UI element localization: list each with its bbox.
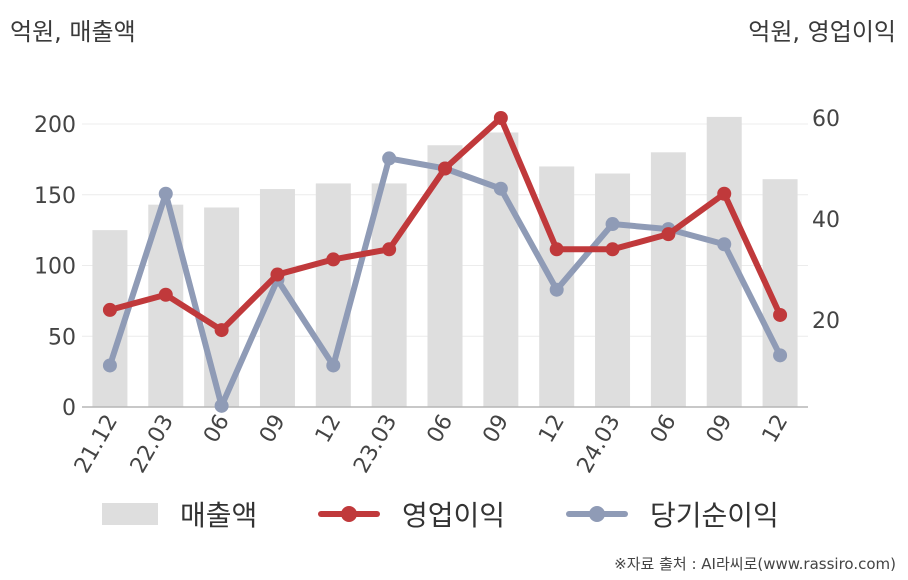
point-operating-profit [270,267,285,282]
right-axis-unit: 억원, 영업이익 [748,18,896,46]
point-net-income [605,217,620,232]
x-tick-label: 12 [758,411,794,448]
point-operating-profit [661,227,676,242]
legend-swatch-net-income [566,503,628,525]
x-tick-label: 06 [423,411,459,448]
bar-revenue [92,230,128,407]
legend-item-operating-profit: 영업이익 [318,494,505,534]
y-right-tick-label: 60 [812,107,840,132]
point-net-income [102,358,117,373]
y-left-tick-label: 200 [34,113,76,138]
bar-revenue [650,152,686,407]
x-tick-label: 23.03 [349,411,402,478]
legend-label-operating-profit: 영업이익 [402,499,506,532]
x-tick-label: 09 [255,411,291,448]
point-net-income [549,282,564,297]
bar-revenue [483,132,519,408]
point-net-income [214,398,229,413]
point-net-income [326,358,341,373]
legend-swatch-operating-profit [318,503,380,525]
left-axis-unit: 억원, 매출액 [10,18,136,46]
x-tick-label: 06 [199,411,235,448]
point-operating-profit [549,242,564,257]
point-operating-profit [493,111,508,125]
bar-revenue [595,173,631,407]
legend-label-net-income: 당기순이익 [650,499,779,532]
legend-item-net-income: 당기순이익 [566,494,779,534]
source-note: ※자료 출처 : AI라씨로(www.rassiro.com) [614,555,896,573]
y-right-tick-label: 40 [812,208,840,233]
point-operating-profit [382,242,397,257]
point-operating-profit [773,307,788,322]
y-right-tick-label: 20 [812,309,840,334]
point-net-income [773,348,788,363]
point-operating-profit [438,161,452,176]
bar-revenue [315,183,351,407]
point-net-income [493,181,508,196]
y-left-tick-label: 0 [62,396,76,421]
point-net-income [717,237,732,252]
legend-swatch-revenue [102,503,158,525]
point-operating-profit [158,287,173,302]
point-operating-profit [605,242,620,257]
legend: 매출액 영업이익 당기순이익 [0,494,908,534]
x-tick-label: 12 [311,411,347,448]
legend-item-revenue: 매출액 [102,494,257,534]
x-tick-label: 06 [646,411,682,448]
point-operating-profit [326,252,341,267]
x-tick-label: 09 [702,411,738,448]
x-tick-label: 24.03 [573,411,626,478]
y-left-tick-label: 100 [34,255,76,280]
point-operating-profit [214,323,229,338]
y-left-tick-label: 50 [48,325,76,350]
x-tick-label: 09 [478,411,514,448]
point-net-income [158,186,173,201]
legend-label-revenue: 매출액 [180,499,258,532]
x-tick-label: 22.03 [126,411,179,478]
bar-revenue [371,183,407,407]
point-operating-profit [717,186,732,201]
y-left-tick-label: 150 [34,184,76,209]
point-net-income [382,151,397,166]
point-operating-profit [102,302,117,317]
x-tick-label: 12 [534,411,570,448]
x-tick-label: 21.12 [70,411,123,478]
